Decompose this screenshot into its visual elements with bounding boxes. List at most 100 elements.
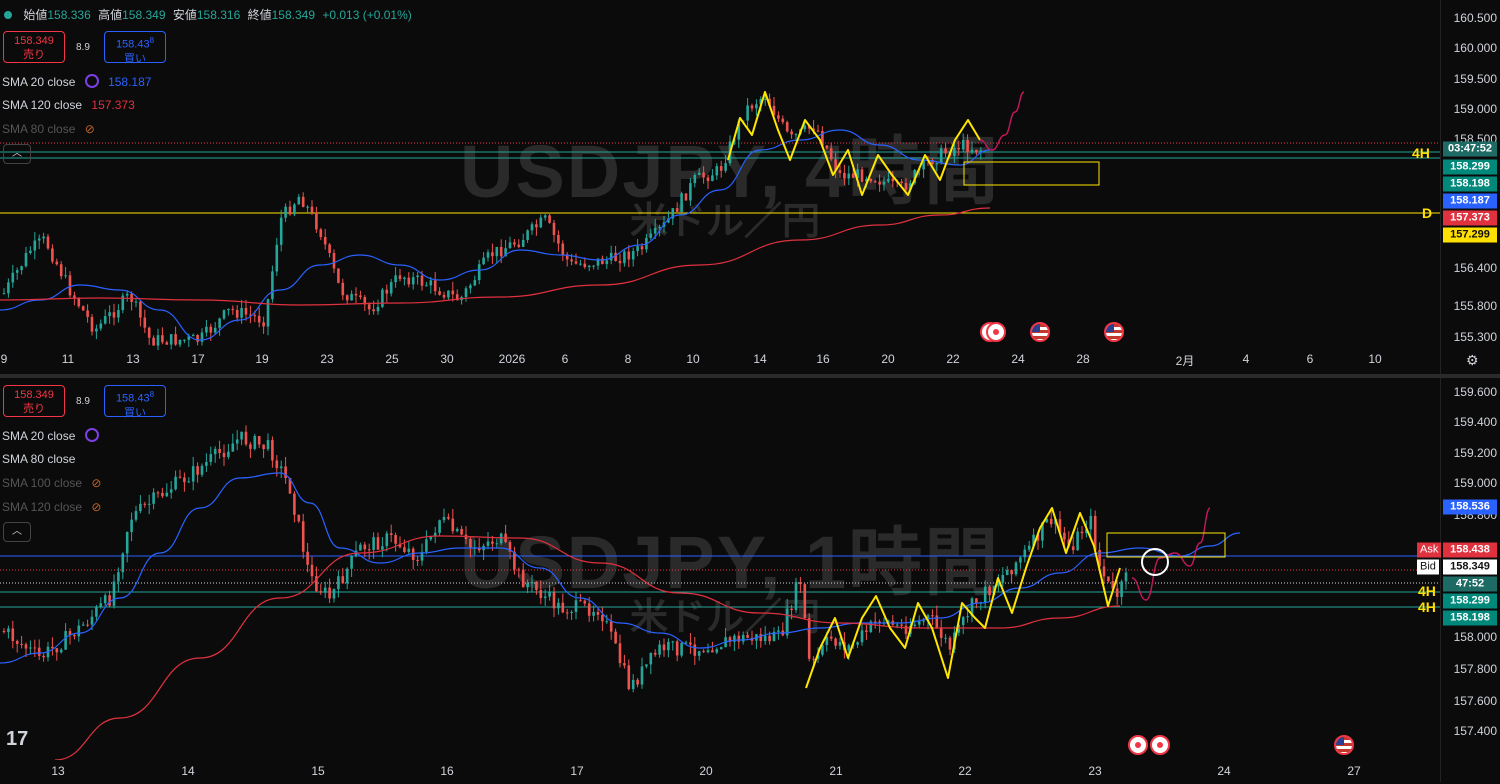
candle-body xyxy=(640,666,644,685)
price-axis-1h[interactable]: 159.600 159.400 159.200 159.000 158.800 158.0… xyxy=(1417,378,1500,782)
candle-body xyxy=(891,178,895,182)
candle-body xyxy=(46,236,50,249)
us-event-icon[interactable] xyxy=(1104,322,1124,342)
collapse-legend-button[interactable]: ︿ xyxy=(3,522,31,542)
candle-body xyxy=(869,621,873,632)
candle-body xyxy=(834,159,837,171)
time-axis-4h[interactable]: 9 11 13 17 19 23 25 30 2026 6 8 10 14 16 20 22 24 28 2月 4 6 1… xyxy=(0,352,1440,372)
candle-body xyxy=(218,318,221,328)
candle-body xyxy=(455,294,459,301)
low-label: 安値 xyxy=(172,8,197,22)
candle-body xyxy=(284,466,287,479)
candle-body xyxy=(310,206,314,213)
time-tick-label: 19 xyxy=(255,352,269,366)
time-axis-1h[interactable]: 13 14 15 16 17 20 21 22 23 24 27 xyxy=(0,764,1440,784)
candle-body xyxy=(557,602,560,609)
jp-event-icon[interactable] xyxy=(1128,735,1148,755)
settings-gear-icon[interactable]: ⚙ xyxy=(1466,352,1479,368)
candle-body xyxy=(183,339,186,341)
indicator-sma20[interactable]: SMA 20 close 158.187 xyxy=(2,74,151,89)
candle-body xyxy=(675,208,679,212)
time-tick-label: 2月 xyxy=(1175,354,1195,368)
candle-body xyxy=(240,307,243,318)
chart-pane-4h[interactable]: USDJPY, 4時間 米ドル／円 始値158.336 高値158.349 安値… xyxy=(0,0,1500,374)
time-tick-label: 8 xyxy=(624,352,632,366)
indicator-sma120[interactable]: SMA 120 close 157.373 xyxy=(2,98,135,112)
price-axis-4h[interactable]: 160.500 160.000 159.500 159.000 158.500 156.4… xyxy=(1440,0,1500,374)
chart-pane-1h[interactable]: USDJPY, 1時間 米ドル／円 158.349 売り 8.9 158.438… xyxy=(0,378,1500,782)
price-tag-label: Ask xyxy=(1417,542,1442,558)
candle-body xyxy=(1041,522,1044,541)
candle-body xyxy=(609,621,613,632)
sync-icon[interactable] xyxy=(84,428,99,442)
price-tick-label: 155.800 xyxy=(1453,299,1497,313)
indicator-sma80[interactable]: SMA 80 close ⊘ xyxy=(2,122,95,136)
eye-off-icon[interactable]: ⊘ xyxy=(91,476,102,490)
sync-icon[interactable] xyxy=(84,74,99,88)
candle-body xyxy=(205,462,208,466)
time-tick-label: 21 xyxy=(829,764,843,778)
candle-body xyxy=(561,243,565,255)
price-tag: 158.198 xyxy=(1443,610,1497,626)
candlestick-chart-1h[interactable] xyxy=(0,378,1440,760)
candle-body xyxy=(966,140,969,153)
candle-body xyxy=(438,520,441,533)
candle-body xyxy=(579,600,582,602)
candle-body xyxy=(605,621,609,623)
candle-body xyxy=(363,297,367,305)
candle-body xyxy=(398,543,402,548)
candle-body xyxy=(81,306,85,311)
candle-body xyxy=(433,532,437,537)
candle-body xyxy=(825,145,829,149)
candle-body xyxy=(763,635,767,641)
candle-body xyxy=(653,227,657,234)
pane-divider[interactable] xyxy=(0,374,1500,378)
indicator-name: SMA 120 close xyxy=(2,98,83,112)
candle-body xyxy=(231,308,235,310)
candle-body xyxy=(24,252,28,267)
candle-body xyxy=(794,134,798,136)
candle-body xyxy=(944,148,947,154)
eye-off-icon[interactable]: ⊘ xyxy=(91,500,102,514)
candle-body xyxy=(262,322,265,327)
candle-body xyxy=(812,658,815,660)
time-tick-label: 22 xyxy=(958,764,972,778)
candle-body xyxy=(77,625,81,637)
candle-body xyxy=(609,252,613,261)
buy-button[interactable]: 158.438 買い xyxy=(104,31,166,65)
indicator-sma20[interactable]: SMA 20 close xyxy=(2,428,99,443)
change-value: +0.013 (+0.01%) xyxy=(322,8,412,22)
candle-body xyxy=(394,275,397,283)
candle-body xyxy=(508,542,512,552)
sell-button[interactable]: 158.349 売り xyxy=(3,31,65,63)
candle-body xyxy=(306,551,309,565)
candle-body xyxy=(42,236,45,239)
candle-body xyxy=(763,98,767,100)
indicator-sma100[interactable]: SMA 100 close ⊘ xyxy=(2,476,101,490)
candlestick-chart-4h[interactable] xyxy=(0,0,1440,350)
candle-body xyxy=(271,440,274,461)
price-tick-label: 160.000 xyxy=(1453,41,1497,55)
candle-body xyxy=(381,546,384,550)
candle-body xyxy=(953,147,956,156)
candle-body xyxy=(618,260,622,264)
eye-off-icon[interactable]: ⊘ xyxy=(84,122,95,136)
buy-button[interactable]: 158.438 買い xyxy=(104,385,166,419)
candle-body xyxy=(68,631,72,636)
candle-body xyxy=(257,315,261,323)
candle-body xyxy=(416,275,419,278)
candle-body xyxy=(592,265,595,267)
indicator-sma120[interactable]: SMA 120 close ⊘ xyxy=(2,500,101,514)
us-event-icon[interactable] xyxy=(1334,735,1354,755)
jp-event-icon[interactable] xyxy=(986,322,1006,342)
indicator-sma80[interactable]: SMA 80 close xyxy=(2,452,75,466)
candle-body xyxy=(750,105,754,109)
sell-button[interactable]: 158.349 売り xyxy=(3,385,65,417)
jp-event-icon[interactable] xyxy=(1150,735,1170,755)
sma80-line xyxy=(54,535,1121,760)
collapse-legend-button[interactable]: ︿ xyxy=(3,144,31,164)
candle-body xyxy=(935,163,939,165)
us-event-icon[interactable] xyxy=(1030,322,1050,342)
candle-body xyxy=(821,131,824,146)
candle-body xyxy=(147,503,151,505)
